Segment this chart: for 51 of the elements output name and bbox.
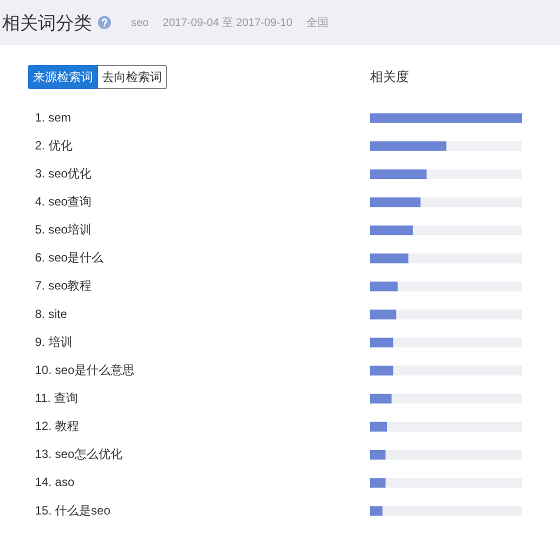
selected-tab[interactable]: 来源检索词 <box>28 65 98 89</box>
bar <box>386 422 522 432</box>
bar <box>392 338 522 348</box>
bar <box>426 169 522 179</box>
y-tick-label: 13. seo怎么优化 <box>35 447 122 462</box>
bar <box>370 422 388 432</box>
y-tick-label: 12. 教程 <box>35 419 80 434</box>
text: 2017-09-04 至 2017-09-10 <box>162 16 292 30</box>
bar <box>384 450 522 460</box>
bar <box>370 338 394 348</box>
bar <box>420 197 522 208</box>
bar <box>397 282 522 292</box>
y-tick-label: 6. seo是什么 <box>35 250 104 265</box>
bar <box>390 394 522 404</box>
bar <box>392 366 522 376</box>
bar <box>370 169 427 179</box>
bar <box>370 113 522 123</box>
bar <box>370 394 392 404</box>
text: 相关词分类 <box>2 12 92 34</box>
y-tick-label: 15. 什么是seo <box>35 503 111 518</box>
y-tick-label: 5. seo培训 <box>35 222 92 237</box>
y-tick-label: 4. seo查询 <box>35 194 92 209</box>
bar <box>370 366 394 376</box>
bar <box>446 141 522 151</box>
y-tick-label: 14. aso <box>35 475 75 490</box>
bar <box>370 141 446 151</box>
y-tick-label: 7. seo教程 <box>35 278 92 293</box>
x-axis-title: 相关度 <box>370 68 409 86</box>
y-tick-label: 11. 查询 <box>35 391 78 406</box>
y-tick-label: 3. seo优化 <box>35 166 92 180</box>
text: seo <box>131 16 149 28</box>
bar <box>370 197 420 208</box>
y-tick-label: 1. sem <box>35 110 72 124</box>
text: 全国 <box>306 16 328 30</box>
bar <box>370 254 408 264</box>
bar <box>408 254 522 264</box>
y-tick-label: 10. seo是什么意思 <box>35 362 134 377</box>
y-tick-label: 2. 优化 <box>35 138 72 152</box>
bar <box>370 310 396 320</box>
bar <box>412 225 522 236</box>
tab[interactable]: 去向检索词 <box>98 65 167 89</box>
bar <box>396 310 522 320</box>
y-tick-label: 9. 培训 <box>35 334 72 349</box>
bar <box>370 478 386 488</box>
bar <box>384 478 522 488</box>
bar <box>370 506 382 516</box>
bar <box>370 450 386 460</box>
bar <box>370 282 398 292</box>
bar <box>382 506 522 516</box>
y-tick-label: 8. site <box>35 306 68 321</box>
bar <box>370 225 413 236</box>
